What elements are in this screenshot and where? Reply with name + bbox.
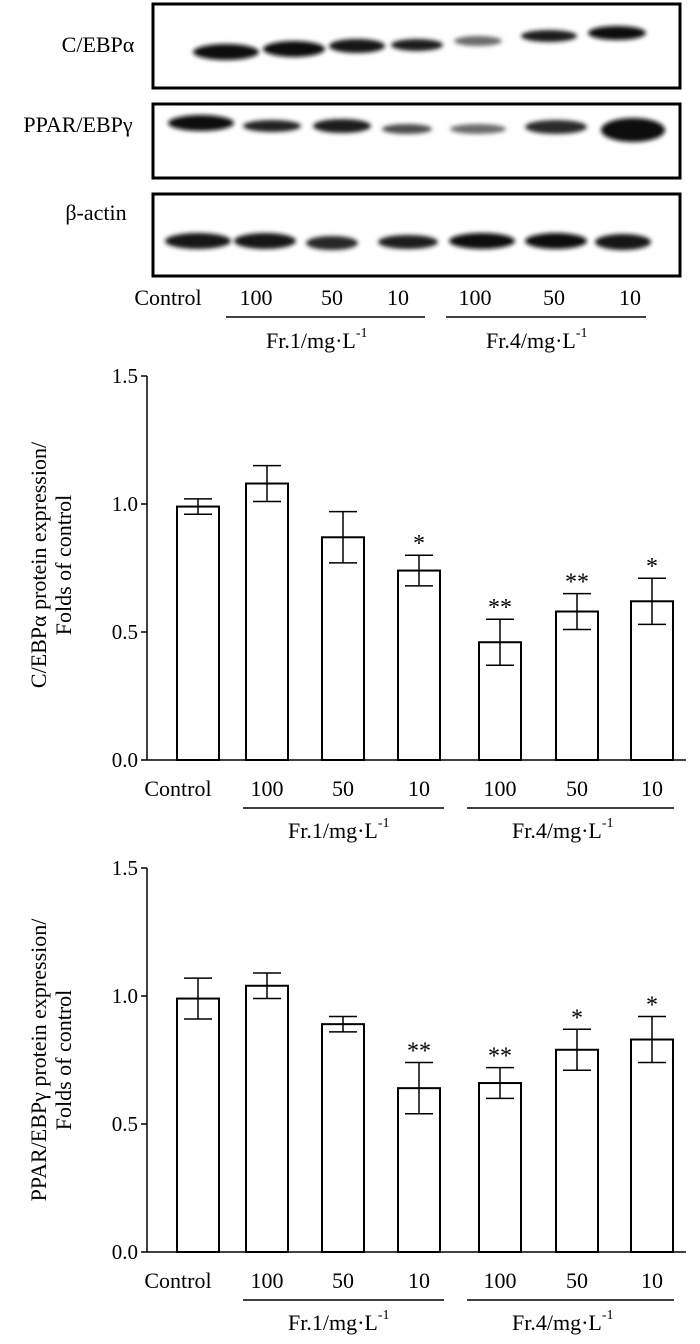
chart-ylabel-line2: Folds of control bbox=[51, 495, 76, 636]
category-label: 100 bbox=[484, 1268, 517, 1293]
y-tick-label: 0.5 bbox=[112, 620, 138, 644]
bar bbox=[478, 1082, 522, 1254]
band bbox=[263, 41, 325, 57]
band bbox=[243, 120, 301, 132]
bar bbox=[630, 1038, 674, 1254]
y-tick-label: 1.0 bbox=[112, 984, 138, 1008]
blot-row-label-actin: β-actin bbox=[65, 200, 126, 225]
bar bbox=[555, 1048, 599, 1254]
bar bbox=[245, 984, 289, 1253]
blot-lane-label: 100 bbox=[240, 285, 273, 310]
blot-bands-ppar bbox=[168, 115, 665, 142]
category-label: 100 bbox=[484, 776, 517, 801]
significance-label: ** bbox=[565, 570, 589, 596]
bar bbox=[630, 600, 674, 762]
significance-label: * bbox=[646, 554, 658, 580]
blot-bands-actin bbox=[165, 233, 651, 250]
blot-box-ppar bbox=[151, 102, 682, 180]
band bbox=[525, 120, 587, 134]
band bbox=[193, 44, 259, 60]
band bbox=[329, 39, 385, 53]
category-label: Control bbox=[144, 776, 211, 801]
significance-label: ** bbox=[488, 1044, 512, 1070]
band bbox=[601, 118, 665, 142]
category-label: 100 bbox=[251, 776, 284, 801]
chart-ylabel-line1: C/EBPα protein expression/ bbox=[26, 441, 51, 688]
category-label: 10 bbox=[408, 1268, 430, 1293]
bar bbox=[176, 997, 220, 1253]
western-blot: C/EBPα PPAR/EBPγ β-actin bbox=[23, 2, 682, 353]
band bbox=[449, 233, 515, 249]
category-label: 50 bbox=[566, 1268, 588, 1293]
y-tick-label: 1.5 bbox=[112, 364, 138, 388]
significance-label: * bbox=[571, 1005, 583, 1031]
bar bbox=[176, 505, 220, 761]
band bbox=[378, 235, 438, 249]
group-label: Fr.1/mg·L-1 bbox=[288, 1308, 390, 1335]
blot-row-label-ppar: PPAR/EBPγ bbox=[23, 112, 132, 137]
blot-bands-cebpa bbox=[193, 26, 646, 60]
blot-box-actin bbox=[151, 192, 682, 278]
bar bbox=[555, 610, 599, 762]
group-label: Fr.4/mg·L-1 bbox=[512, 1308, 614, 1335]
blot-lane-label: 50 bbox=[543, 285, 565, 310]
band bbox=[454, 36, 502, 46]
blot-lane-label: Control bbox=[134, 285, 201, 310]
category-label: 10 bbox=[641, 1268, 663, 1293]
band bbox=[525, 233, 587, 249]
chart-ylabel-line2: Folds of control bbox=[51, 990, 76, 1131]
band bbox=[588, 26, 646, 40]
y-tick-label: 0.0 bbox=[112, 748, 138, 772]
category-label: 50 bbox=[566, 776, 588, 801]
bar bbox=[245, 482, 289, 761]
bar bbox=[321, 1023, 365, 1254]
chart-ppar: PPAR/EBPγ protein expression/ Folds of c… bbox=[26, 856, 686, 1335]
category-label: 50 bbox=[332, 776, 354, 801]
chart-ylabel-line1: PPAR/EBPγ protein expression/ bbox=[26, 918, 51, 1202]
significance-label: ** bbox=[407, 1039, 431, 1065]
blot-lane-label: 100 bbox=[459, 285, 492, 310]
y-tick-label: 0.5 bbox=[112, 1112, 138, 1136]
band bbox=[382, 124, 432, 134]
blot-lane-label: 50 bbox=[321, 285, 343, 310]
band bbox=[313, 119, 371, 133]
band bbox=[595, 234, 651, 250]
significance-label: * bbox=[646, 992, 658, 1018]
y-tick-label: 1.5 bbox=[112, 856, 138, 880]
y-tick-label: 1.0 bbox=[112, 492, 138, 516]
blot-lane-label: 10 bbox=[619, 285, 641, 310]
blot-row-label-cebpa: C/EBPα bbox=[62, 32, 135, 57]
band bbox=[391, 39, 443, 51]
blot-group-label-fr4: Fr.4/mg·L-1 bbox=[486, 326, 588, 353]
band bbox=[450, 124, 506, 134]
band bbox=[165, 233, 231, 249]
bar bbox=[397, 569, 441, 761]
chart-cebpa: C/EBPα protein expression/ Folds of cont… bbox=[26, 364, 686, 843]
significance-label: ** bbox=[488, 595, 512, 621]
blot-group-label-fr1: Fr.1/mg·L-1 bbox=[266, 326, 368, 353]
group-label: Fr.4/mg·L-1 bbox=[512, 816, 614, 843]
bar bbox=[321, 536, 365, 762]
category-label: 10 bbox=[641, 776, 663, 801]
y-tick-label: 0.0 bbox=[112, 1240, 138, 1264]
band bbox=[521, 30, 577, 42]
category-label: 10 bbox=[408, 776, 430, 801]
category-label: Control bbox=[144, 1268, 211, 1293]
band bbox=[234, 233, 296, 249]
category-label: 100 bbox=[251, 1268, 284, 1293]
band bbox=[168, 115, 234, 131]
group-label: Fr.1/mg·L-1 bbox=[288, 816, 390, 843]
blot-lane-label: 10 bbox=[387, 285, 409, 310]
significance-label: * bbox=[413, 531, 425, 557]
band bbox=[306, 236, 358, 250]
category-label: 50 bbox=[332, 1268, 354, 1293]
